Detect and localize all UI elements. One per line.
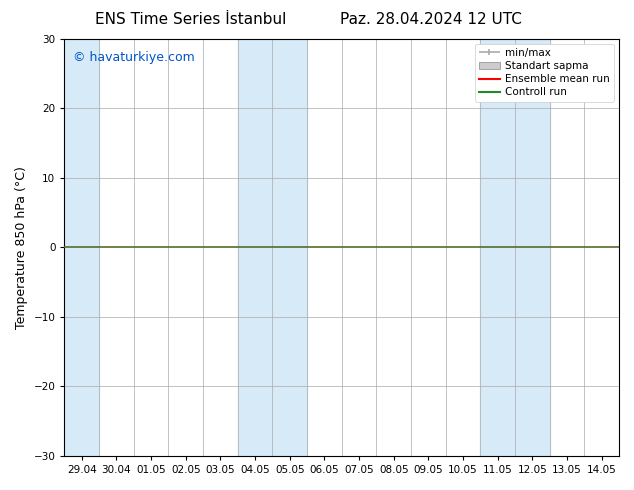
Text: Paz. 28.04.2024 12 UTC: Paz. 28.04.2024 12 UTC bbox=[340, 12, 522, 27]
Text: ENS Time Series İstanbul: ENS Time Series İstanbul bbox=[94, 12, 286, 27]
Bar bbox=[65, 39, 99, 456]
Bar bbox=[238, 39, 307, 456]
Legend: min/max, Standart sapma, Ensemble mean run, Controll run: min/max, Standart sapma, Ensemble mean r… bbox=[475, 44, 614, 101]
Bar bbox=[481, 39, 550, 456]
Text: © havaturkiye.com: © havaturkiye.com bbox=[73, 51, 195, 64]
Y-axis label: Temperature 850 hPa (°C): Temperature 850 hPa (°C) bbox=[15, 166, 28, 329]
